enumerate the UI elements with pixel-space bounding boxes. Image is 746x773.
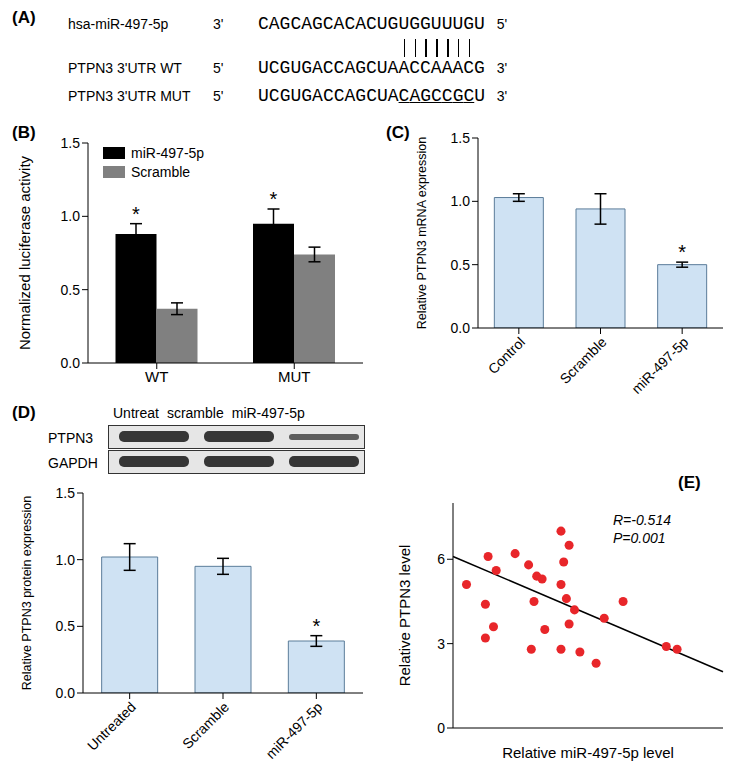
svg-text:miR-497-5p: miR-497-5p (262, 699, 325, 762)
svg-text:Untreated: Untreated (84, 699, 139, 754)
svg-text:0.5: 0.5 (56, 618, 76, 634)
svg-text:Scramble: Scramble (557, 334, 610, 387)
html-text:(A): (A) (12, 8, 36, 27)
svg-text:1.5: 1.5 (61, 135, 81, 151)
svg-text:0.5: 0.5 (451, 257, 471, 273)
html-text:3': 3' (496, 60, 508, 76)
html-text:(E): (E) (678, 473, 701, 492)
svg-text:1.0: 1.0 (61, 208, 81, 224)
html-text:scramble: scramble (166, 405, 224, 421)
svg-text:0: 0 (437, 720, 445, 736)
svg-text:Control: Control (485, 334, 528, 377)
html-text:Untreat: Untreat (113, 405, 159, 421)
svg-text:MUT: MUT (278, 368, 311, 385)
html-text:PTPN3: PTPN3 (48, 430, 94, 446)
svg-text:Scramble: Scramble (179, 699, 232, 752)
svg-text:0.0: 0.0 (451, 320, 471, 336)
html-text:(B): (B) (12, 123, 36, 142)
html-text:P=0.001: P=0.001 (613, 530, 666, 546)
svg-text:1.5: 1.5 (451, 130, 471, 146)
html-text:3': 3' (213, 16, 224, 32)
svg-text:0.0: 0.0 (56, 685, 76, 701)
svg-text:miR-497-5p: miR-497-5p (628, 334, 691, 397)
html-text:(D): (D) (12, 403, 36, 422)
html-text:3': 3' (496, 88, 508, 104)
svg-text:*: * (270, 188, 278, 210)
html-text:hsa-miR-497-5p: hsa-miR-497-5p (68, 16, 169, 32)
svg-text:1.0: 1.0 (56, 552, 76, 568)
html-text:(C): (C) (386, 123, 410, 142)
svg-text:0.0: 0.0 (61, 355, 81, 371)
svg-text:Relative PTPN3 protein express: Relative PTPN3 protein expression (20, 496, 34, 691)
svg-text:*: * (132, 203, 140, 225)
svg-text:1.0: 1.0 (451, 193, 471, 209)
html-text:U C G U G A C C A G C U A C A: U C G U G A C C A G C U A C A G C C G C … (258, 86, 486, 106)
svg-text:*: * (312, 615, 320, 637)
svg-text:Relative PTPN3 level: Relative PTPN3 level (396, 545, 413, 687)
svg-text:0.5: 0.5 (61, 282, 81, 298)
svg-text:6: 6 (437, 551, 445, 567)
svg-text:WT: WT (145, 368, 168, 385)
html-text:5': 5' (213, 88, 224, 104)
html-text:PTPN3 3'UTR MUT: PTPN3 3'UTR MUT (68, 88, 191, 104)
html-text:Scramble: Scramble (131, 164, 191, 180)
html-text:GAPDH: GAPDH (48, 455, 98, 471)
html-text:R=-0.514: R=-0.514 (613, 512, 671, 528)
html-text:PTPN3 3'UTR WT: PTPN3 3'UTR WT (68, 60, 182, 76)
svg-text:3: 3 (437, 636, 445, 652)
html-text:5': 5' (213, 60, 224, 76)
svg-text:*: * (678, 241, 686, 263)
html-text:CAGCAGCACACUGUGGUUUGU: CAGCAGCACACUGUGGUUUGU (258, 14, 485, 34)
html-text:5': 5' (496, 16, 508, 32)
svg-text:Relative miR-497-5p level: Relative miR-497-5p level (502, 744, 674, 761)
svg-text:1.5: 1.5 (56, 485, 76, 501)
html-text:UCGUGACCAGCUAACCAAACG: UCGUGACCAGCUAACCAAACG (258, 58, 485, 78)
html-text:miR-497-5p: miR-497-5p (131, 145, 205, 161)
html-text:miR-497-5p: miR-497-5p (231, 405, 305, 421)
svg-text:Normalized luciferase activity: Normalized luciferase activity (16, 155, 33, 350)
svg-text:Relative PTPN3 mRNA expression: Relative PTPN3 mRNA expression (415, 137, 429, 329)
